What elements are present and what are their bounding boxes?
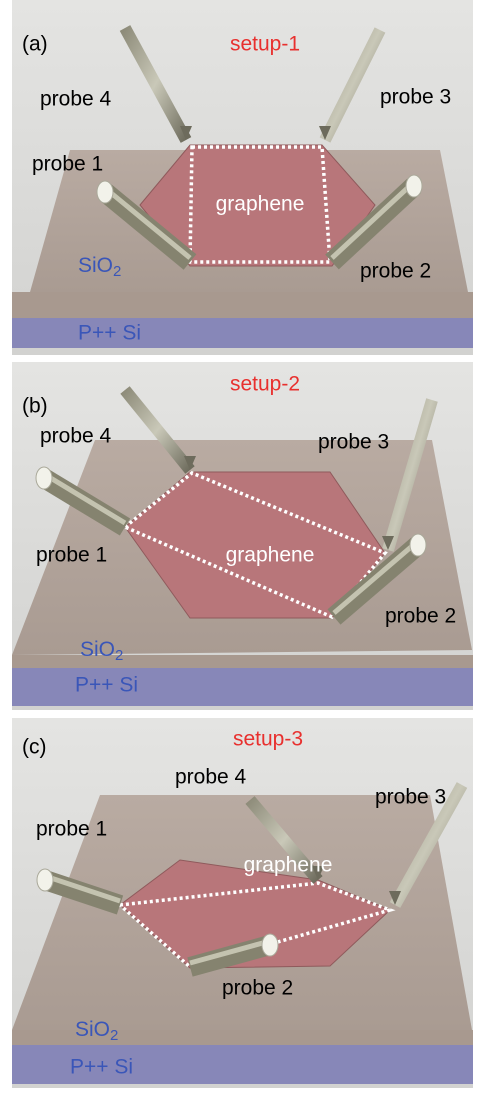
- probe-label: probe 1: [36, 544, 107, 567]
- material-label: graphene: [216, 193, 305, 216]
- probe-end: [37, 869, 53, 891]
- base-label: P++ Si: [78, 322, 141, 345]
- panel-label: (c): [22, 736, 47, 759]
- probe-label: probe 4: [40, 425, 112, 448]
- panel: (c) setup-3 probe 1 probe 2 probe 3 probe 4 gr…: [12, 718, 473, 1088]
- probe-label: probe 2: [222, 977, 293, 1000]
- probe-label: probe 2: [385, 605, 456, 628]
- oxide-formula: SiO: [80, 638, 115, 661]
- probe-label: probe 1: [32, 153, 103, 176]
- page: {"panels": [ {"label": "(a)", "setup": "…: [0, 0, 485, 1088]
- base-label: P++ Si: [70, 1056, 133, 1079]
- oxide-side: [12, 292, 473, 318]
- material-label: graphene: [244, 854, 333, 877]
- probe-label: probe 3: [380, 86, 451, 109]
- figure: (a) setup-1 probe 1 probe 2 probe 3 probe 4 gr…: [0, 0, 485, 1088]
- probe-end: [36, 467, 52, 489]
- setup-title: setup-3: [233, 728, 303, 751]
- oxide-subscript: 2: [110, 1027, 118, 1044]
- probe-label: probe 4: [40, 88, 112, 111]
- probe-label: probe 4: [175, 766, 247, 789]
- oxide-formula: SiO: [78, 254, 113, 277]
- setup-title: setup-1: [230, 33, 300, 56]
- setup-title: setup-2: [230, 373, 300, 396]
- panel-label: (b): [22, 395, 48, 418]
- oxide-subscript: 2: [115, 647, 123, 664]
- oxide-formula: SiO: [75, 1018, 110, 1041]
- probe-end: [406, 175, 422, 197]
- probe-label: probe 2: [360, 260, 431, 283]
- probe-end: [410, 534, 426, 556]
- panel: (b) setup-2 probe 1 probe 2 probe 3 probe 4 gr…: [12, 362, 473, 710]
- material-label: graphene: [226, 544, 315, 567]
- probe-label: probe 3: [318, 431, 389, 454]
- probe-label: probe 1: [36, 818, 107, 841]
- base-label: P++ Si: [75, 674, 138, 697]
- probe-end: [262, 934, 278, 956]
- panel: (a) setup-1 probe 1 probe 2 probe 3 probe 4 gr…: [12, 0, 473, 355]
- probe-end: [97, 181, 113, 203]
- panel-label: (a): [22, 33, 48, 56]
- probe-label: probe 3: [375, 786, 446, 809]
- oxide-subscript: 2: [113, 263, 121, 280]
